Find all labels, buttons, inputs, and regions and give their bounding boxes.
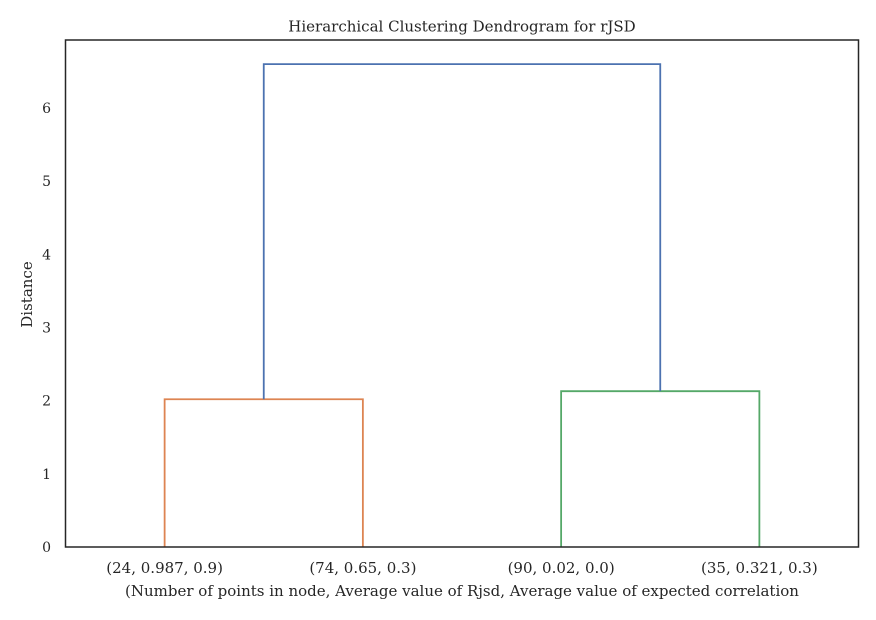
leaf-label: (90, 0.02, 0.0)	[508, 559, 615, 577]
plot-area-frame	[64, 39, 860, 548]
y-tick-label: 5	[42, 174, 51, 190]
x-axis-ticks: (24, 0.987, 0.9) (74, 0.65, 0.3) (90, 0.02…	[106, 559, 817, 577]
chart-title: Hierarchical Clustering Dendrogram for r…	[288, 18, 635, 36]
y-tick-label: 4	[42, 247, 51, 263]
y-axis-ticks: 0 1 2 3 4 5 6	[42, 101, 51, 556]
y-tick-label: 3	[42, 321, 51, 337]
dendrogram-link-cluster-b	[560, 390, 761, 547]
dendrogram-links	[163, 63, 761, 547]
dendrogram-link-cluster-a	[163, 398, 364, 547]
leaf-label: (24, 0.987, 0.9)	[106, 559, 223, 577]
y-tick-label: 1	[42, 467, 51, 483]
x-axis-label: (Number of points in node, Average value…	[125, 582, 799, 600]
y-axis-label: Distance	[18, 261, 36, 328]
leaf-label: (35, 0.321, 0.3)	[701, 559, 818, 577]
dendrogram-link-root	[262, 63, 662, 400]
y-tick-label: 6	[42, 101, 51, 117]
y-tick-label: 0	[42, 540, 51, 556]
y-tick-label: 2	[42, 394, 51, 410]
leaf-label: (74, 0.65, 0.3)	[309, 559, 416, 577]
